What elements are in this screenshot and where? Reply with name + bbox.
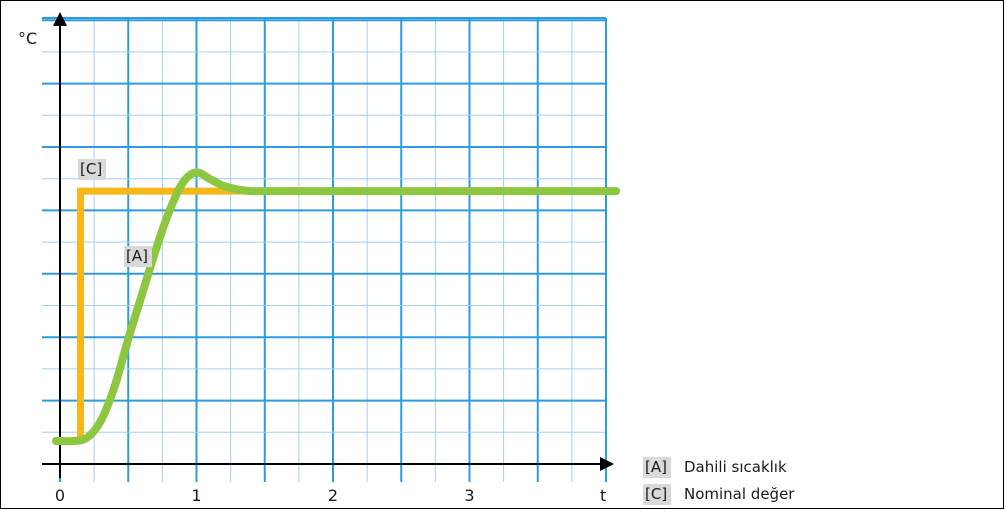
- tag-internal-temp-text: [A]: [126, 247, 148, 265]
- axes: [42, 12, 614, 478]
- x-tick-label: 0: [55, 486, 65, 505]
- series-line-internal-temp: [52, 168, 620, 446]
- y-axis-label: °C: [18, 29, 37, 48]
- tag-nominal-text: [C]: [80, 160, 102, 178]
- legend: [A] Dahili sıcaklık [C] Nominal değer: [643, 457, 795, 505]
- x-ticks: 0 1 2 3: [55, 486, 475, 505]
- labels: °C t: [18, 29, 606, 505]
- series-line-nominal: [76, 187, 265, 441]
- grid: [42, 17, 607, 482]
- x-axis-arrow: [600, 457, 614, 471]
- y-axis-arrow: [53, 12, 67, 26]
- tag-nominal: [C]: [78, 159, 106, 180]
- legend-item: [A] Dahili sıcaklık: [643, 457, 787, 478]
- series-layer: [52, 168, 620, 446]
- x-axis-label: t: [600, 486, 606, 505]
- tag-internal-temp: [A]: [124, 246, 152, 267]
- legend-label: Nominal değer: [684, 485, 795, 503]
- legend-item: [C] Nominal değer: [643, 484, 795, 505]
- x-tick-label: 3: [464, 486, 474, 505]
- legend-tag: [A]: [645, 458, 667, 476]
- legend-tag: [C]: [645, 485, 667, 503]
- series-tags: [C] [A]: [78, 159, 152, 267]
- legend-label: Dahili sıcaklık: [684, 458, 787, 476]
- x-tick-label: 2: [328, 486, 338, 505]
- x-tick-label: 1: [191, 486, 201, 505]
